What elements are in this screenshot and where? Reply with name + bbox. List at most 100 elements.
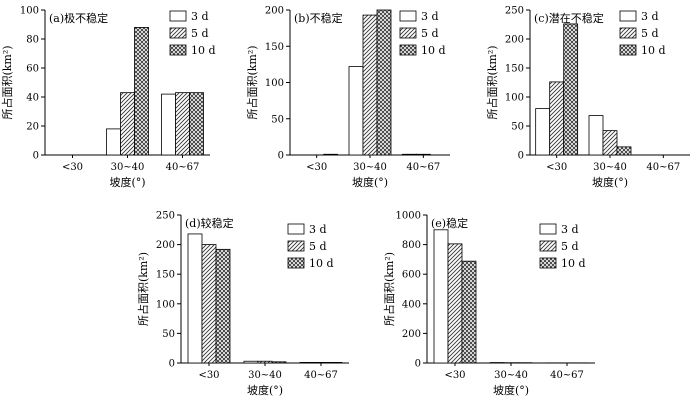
y-tick-label: 0: [415, 359, 421, 370]
y-tick-label: 40: [26, 93, 39, 104]
y-tick-label: 50: [271, 114, 284, 125]
y-tick-label: 0: [33, 151, 39, 162]
bar-5d-1: [257, 360, 273, 364]
x-tick-label: 40~67: [166, 162, 200, 173]
legend-label: 3 d: [309, 223, 327, 236]
bar-5d-2: [415, 153, 431, 156]
y-tick-label: 200: [265, 6, 284, 17]
x-axis-label: 坡度(°): [592, 175, 628, 189]
y-tick-label: 150: [265, 42, 284, 53]
y-axis-label: 所占面积(km²): [0, 45, 14, 119]
y-tick-label: 0: [278, 151, 284, 162]
x-tick-label: <30: [306, 162, 327, 173]
bar-3d-2: [161, 93, 176, 156]
legend-label: 3 d: [421, 10, 439, 23]
bar-10d-0: [461, 260, 477, 364]
legend-swatch: [287, 257, 305, 269]
x-tick-label: 30~40: [353, 162, 387, 173]
bar-5d-0: [447, 243, 463, 364]
bar-3d-0: [535, 108, 551, 156]
x-tick-label: 30~40: [593, 162, 627, 173]
legend-swatch: [619, 10, 637, 22]
y-tick-label: 0: [518, 151, 524, 162]
panel-title: (d)较稳定: [185, 216, 234, 230]
legend-label: 10 d: [191, 44, 216, 57]
x-tick-label: 40~67: [304, 370, 338, 381]
bar-10d-2: [327, 362, 343, 364]
x-axis-label: 坡度(°): [493, 383, 529, 397]
y-tick-label: 250: [505, 6, 524, 17]
panel-title: (a)极不稳定: [49, 11, 108, 25]
y-tick-label: 100: [20, 6, 39, 17]
y-tick-label: 250: [156, 211, 175, 222]
y-tick-label: 200: [505, 35, 524, 46]
legend-swatch: [619, 27, 637, 39]
bar-3d-1: [106, 128, 121, 156]
y-tick-label: 150: [505, 64, 524, 75]
x-tick-label: <30: [62, 162, 83, 173]
y-tick-label: 200: [156, 240, 175, 251]
y-tick-label: 50: [162, 329, 175, 340]
bar-10d-2: [189, 92, 204, 156]
bar-10d-0: [563, 23, 579, 156]
y-tick-label: 1000: [396, 211, 421, 222]
legend-label: 10 d: [561, 257, 586, 270]
y-tick-label: 800: [402, 240, 421, 251]
bar-3d-1: [243, 360, 259, 364]
y-tick-label: 100: [265, 78, 284, 89]
x-tick-label: 30~40: [111, 162, 145, 173]
y-axis-label: 所占面积(km²): [485, 45, 499, 119]
panel-title: (b)不稳定: [294, 11, 343, 25]
bar-5d-0: [201, 244, 217, 364]
bar-5d-1: [362, 14, 378, 156]
y-tick-label: 400: [402, 299, 421, 310]
y-tick-label: 80: [26, 35, 39, 46]
legend-swatch: [399, 44, 417, 56]
legend-swatch: [287, 240, 305, 252]
bar-5d-2: [313, 362, 329, 364]
bar-5d-1: [602, 130, 618, 156]
legend-swatch: [169, 10, 187, 22]
y-tick-label: 20: [26, 122, 39, 133]
x-tick-label: <30: [444, 370, 465, 381]
legend-swatch: [539, 257, 557, 269]
bar-3d-0: [433, 229, 449, 364]
bar-3d-2: [401, 153, 417, 156]
y-axis-label: 所占面积(km²): [382, 252, 396, 326]
y-tick-label: 50: [511, 122, 524, 133]
y-tick-label: 60: [26, 64, 39, 75]
x-tick-label: 40~67: [406, 162, 440, 173]
bar-5d-2: [175, 92, 190, 156]
legend-label: 5 d: [309, 240, 327, 253]
legend-swatch: [169, 44, 187, 56]
chart-panel-c: 0 50 100 150 200 250 <30 30~40 40~67 (c)潜在不稳定坡度(°…: [485, 6, 690, 189]
bar-5d-0: [549, 81, 565, 156]
bar-5d-1: [120, 92, 135, 156]
legend-label: 5 d: [641, 27, 659, 40]
legend-label: 5 d: [421, 27, 439, 40]
x-tick-label: 40~67: [550, 370, 584, 381]
legend-swatch: [539, 223, 557, 235]
x-axis-label: 坡度(°): [109, 175, 145, 189]
bar-3d-1: [588, 115, 604, 156]
legend-label: 10 d: [421, 44, 446, 57]
y-axis-label: 所占面积(km²): [245, 45, 259, 119]
legend-label: 5 d: [561, 240, 579, 253]
x-axis-label: 坡度(°): [352, 175, 388, 189]
y-tick-label: 150: [156, 270, 175, 281]
legend-label: 10 d: [641, 44, 666, 57]
chart-panel-e: 0 200 400 600 800 1000 <30 30~40 40~67 (e)稳定坡度(°)…: [382, 211, 595, 397]
bar-3d-0: [187, 233, 203, 364]
x-tick-label: 40~67: [646, 162, 680, 173]
legend-label: 5 d: [191, 27, 209, 40]
panel-title: (e)稳定: [431, 216, 468, 230]
legend-swatch: [399, 27, 417, 39]
legend-label: 10 d: [309, 257, 334, 270]
bar-3d-1: [348, 66, 364, 156]
y-tick-label: 100: [505, 93, 524, 104]
bar-3d-2: [299, 362, 315, 364]
y-tick-label: 600: [402, 270, 421, 281]
y-tick-label: 100: [156, 299, 175, 310]
legend-swatch: [169, 27, 187, 39]
